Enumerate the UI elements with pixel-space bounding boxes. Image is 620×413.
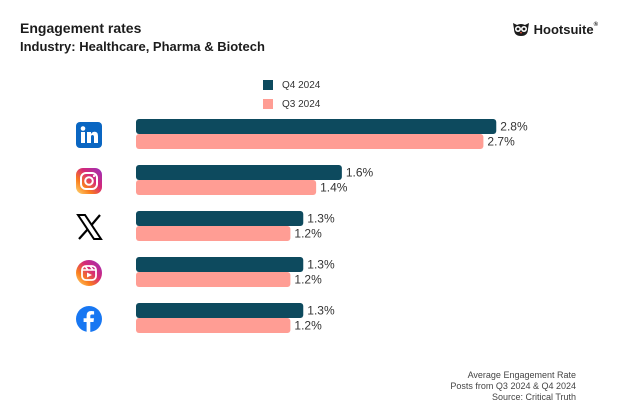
- bar-facebook-q3: [136, 318, 291, 333]
- legend-swatch-q4: [263, 80, 273, 90]
- bar-x-q3: [136, 226, 291, 241]
- data-label-instagram-reels-q4: 1.3%: [307, 258, 335, 272]
- bar-instagram-reels-q4: [136, 257, 304, 272]
- facebook-icon: [76, 306, 102, 332]
- data-label-instagram-q3: 1.4%: [320, 181, 348, 195]
- source-line-3: Source: Critical Truth: [491, 392, 576, 402]
- legend-item-q3: Q3 2024: [263, 96, 320, 112]
- legend-item-q4: Q4 2024: [263, 77, 320, 93]
- data-label-facebook-q3: 1.2%: [294, 319, 322, 333]
- data-label-x-q3: 1.2%: [294, 227, 322, 241]
- bar-facebook-q4: [136, 303, 304, 318]
- bar-instagram-q3: [136, 180, 317, 195]
- bar-x-q4: [136, 211, 304, 226]
- source-line-2: Posts from Q3 2024 & Q4 2024: [450, 381, 576, 391]
- bar-linkedin-q3: [136, 134, 484, 149]
- brand-logo: Hootsuite®: [512, 21, 598, 37]
- legend-swatch-q3: [263, 99, 273, 109]
- chart-subtitle: Industry: Healthcare, Pharma & Biotech: [20, 39, 265, 54]
- brand-name: Hootsuite®: [533, 21, 598, 37]
- bar-instagram-q4: [136, 165, 342, 180]
- data-label-linkedin-q4: 2.8%: [500, 120, 528, 134]
- data-label-instagram-q4: 1.6%: [346, 166, 374, 180]
- instagram-icon: [76, 168, 102, 194]
- linkedin-icon: [76, 122, 102, 148]
- source-note: Average Engagement Rate Posts from Q3 20…: [450, 370, 576, 403]
- owl-icon: [512, 23, 529, 36]
- data-label-instagram-reels-q3: 1.2%: [294, 273, 322, 287]
- data-label-linkedin-q3: 2.7%: [487, 135, 515, 149]
- bar-linkedin-q4: [136, 119, 497, 134]
- data-label-x-q4: 1.3%: [307, 212, 335, 226]
- chart-title: Engagement rates: [20, 20, 142, 36]
- brand-registered-mark: ®: [593, 21, 598, 28]
- legend: Q4 2024 Q3 2024: [263, 77, 320, 115]
- x-icon: [76, 214, 103, 240]
- bar-instagram-reels-q3: [136, 272, 291, 287]
- source-line-1: Average Engagement Rate: [467, 370, 576, 380]
- legend-label-q4: Q4 2024: [282, 79, 321, 91]
- data-label-facebook-q4: 1.3%: [307, 304, 335, 318]
- legend-label-q3: Q3 2024: [282, 98, 321, 110]
- instagram-reels-icon: [76, 260, 102, 286]
